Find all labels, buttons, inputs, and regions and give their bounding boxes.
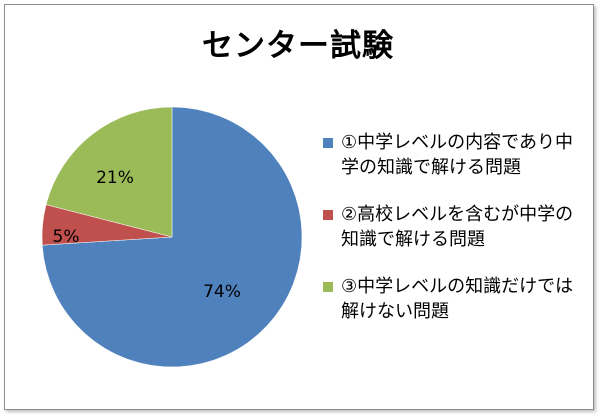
legend-swatch-2 xyxy=(323,210,333,220)
legend-label-2: ②高校レベルを含むが中学の知識で解ける問題 xyxy=(341,204,574,250)
legend-label-3: ③中学レベルの知識だけでは解けない問題 xyxy=(341,276,574,322)
legend-swatch-1 xyxy=(323,138,333,148)
chart-title: センター試験 xyxy=(202,28,394,64)
legend-swatch-3 xyxy=(323,282,333,292)
legend-label-1: ①中学レベルの内容であり中学の知識で解ける問題 xyxy=(341,132,573,178)
data-label-1: 74% xyxy=(203,282,241,302)
legend-item-2: ②高校レベルを含むが中学の知識で解ける問題 xyxy=(323,202,593,252)
legend-item-3: ③中学レベルの知識だけでは解けない問題 xyxy=(323,274,593,324)
data-label-3: 21% xyxy=(96,168,134,188)
data-label-2: 5% xyxy=(53,227,80,247)
legend-item-1: ①中学レベルの内容であり中学の知識で解ける問題 xyxy=(323,130,593,180)
legend: ①中学レベルの内容であり中学の知識で解ける問題 ②高校レベルを含むが中学の知識で… xyxy=(323,130,593,346)
pie-slice-3 xyxy=(45,106,173,238)
